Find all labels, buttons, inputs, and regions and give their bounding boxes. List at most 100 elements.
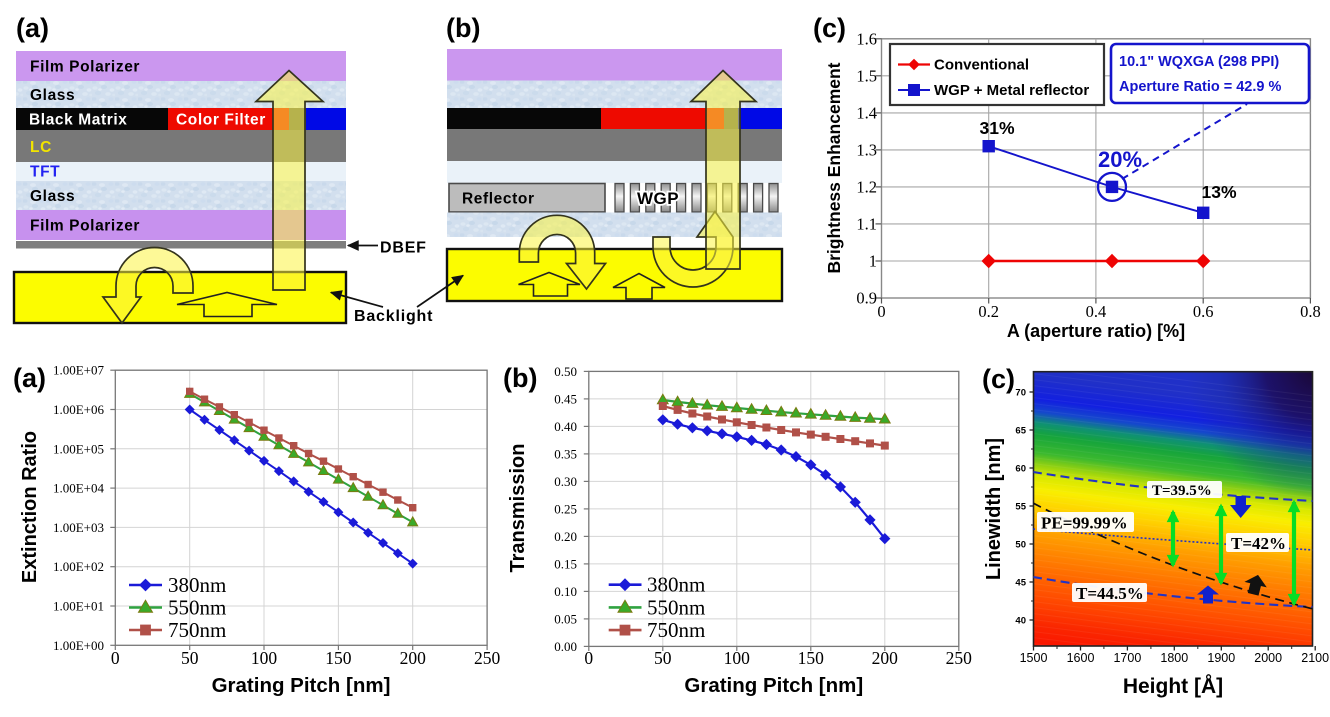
svg-text:Color Filter: Color Filter <box>176 112 266 129</box>
svg-text:200: 200 <box>400 648 427 668</box>
svg-text:65: 65 <box>1015 426 1026 437</box>
svg-text:PE=99.99%: PE=99.99% <box>1041 514 1128 533</box>
svg-text:Linewidth [nm]: Linewidth [nm] <box>983 438 1005 580</box>
svg-text:1.00E+05: 1.00E+05 <box>53 441 104 456</box>
svg-text:250: 250 <box>474 648 501 668</box>
svg-text:0.10: 0.10 <box>554 584 577 599</box>
svg-text:0: 0 <box>111 648 120 668</box>
svg-text:100: 100 <box>724 648 751 668</box>
svg-text:A (aperture ratio) [%]: A (aperture ratio) [%] <box>1007 321 1185 341</box>
svg-text:0.40: 0.40 <box>554 419 577 434</box>
svg-text:1.00E+03: 1.00E+03 <box>53 520 104 535</box>
svg-text:WGP + Metal reflector: WGP + Metal reflector <box>934 82 1089 99</box>
svg-text:T=39.5%: T=39.5% <box>1152 483 1212 499</box>
svg-text:31%: 31% <box>979 118 1014 138</box>
svg-text:0.8: 0.8 <box>1300 302 1321 321</box>
svg-text:50: 50 <box>1015 540 1026 551</box>
svg-text:20%: 20% <box>1098 147 1142 172</box>
svg-text:1.00E+04: 1.00E+04 <box>53 481 105 496</box>
svg-text:250: 250 <box>946 648 973 668</box>
svg-text:2100: 2100 <box>1301 651 1329 665</box>
svg-text:Glass: Glass <box>30 87 75 104</box>
svg-text:Glass: Glass <box>30 188 75 205</box>
svg-text:Grating Pitch [nm]: Grating Pitch [nm] <box>212 674 391 697</box>
svg-text:13%: 13% <box>1201 182 1236 202</box>
svg-text:Brightness Enhancement: Brightness Enhancement <box>824 62 844 273</box>
svg-text:0.6: 0.6 <box>1193 302 1214 321</box>
svg-text:40: 40 <box>1015 616 1026 627</box>
svg-text:0.30: 0.30 <box>554 474 577 489</box>
svg-text:2000: 2000 <box>1254 651 1282 665</box>
svg-text:(b): (b) <box>503 363 537 393</box>
svg-text:550nm: 550nm <box>168 596 226 620</box>
svg-text:550nm: 550nm <box>647 595 705 619</box>
svg-text:750nm: 750nm <box>647 618 705 642</box>
svg-text:Grating Pitch [nm]: Grating Pitch [nm] <box>684 674 863 697</box>
svg-text:Film Polarizer: Film Polarizer <box>30 218 140 235</box>
svg-text:70: 70 <box>1015 388 1026 399</box>
svg-text:Extinction Ratio: Extinction Ratio <box>19 431 41 583</box>
svg-text:45: 45 <box>1015 578 1026 589</box>
svg-text:0.2: 0.2 <box>978 302 999 321</box>
svg-text:0.05: 0.05 <box>554 611 577 626</box>
svg-text:100: 100 <box>251 648 278 668</box>
svg-text:10.1" WQXGA (298 PPI): 10.1" WQXGA (298 PPI) <box>1119 54 1279 70</box>
svg-text:1.6: 1.6 <box>856 29 877 48</box>
svg-text:0.25: 0.25 <box>554 501 577 516</box>
svg-text:(a): (a) <box>13 363 46 393</box>
svg-text:0.20: 0.20 <box>554 529 577 544</box>
svg-text:0.4: 0.4 <box>1086 302 1107 321</box>
svg-text:DBEF: DBEF <box>380 240 427 257</box>
svg-text:1.00E+06: 1.00E+06 <box>53 402 105 417</box>
svg-text:150: 150 <box>325 648 352 668</box>
svg-text:LC: LC <box>30 139 52 156</box>
svg-text:WGP: WGP <box>637 189 679 208</box>
svg-text:50: 50 <box>181 648 199 668</box>
svg-text:150: 150 <box>798 648 825 668</box>
svg-text:1.3: 1.3 <box>856 140 877 159</box>
svg-text:1.00E+00: 1.00E+00 <box>53 638 104 653</box>
svg-text:1.00E+02: 1.00E+02 <box>53 559 104 574</box>
svg-text:Backlight: Backlight <box>354 308 433 325</box>
svg-text:Aperture Ratio = 42.9 %: Aperture Ratio = 42.9 % <box>1119 79 1281 95</box>
svg-text:1: 1 <box>869 252 877 271</box>
svg-text:T=42%: T=42% <box>1231 534 1286 553</box>
svg-text:0.35: 0.35 <box>554 446 577 461</box>
svg-text:(a): (a) <box>16 13 49 43</box>
svg-text:Transmission: Transmission <box>507 444 529 573</box>
svg-text:200: 200 <box>872 648 899 668</box>
svg-text:(b): (b) <box>446 13 480 43</box>
svg-text:1900: 1900 <box>1207 651 1235 665</box>
svg-text:Black Matrix: Black Matrix <box>29 112 128 129</box>
svg-text:(c): (c) <box>982 364 1015 394</box>
svg-text:1800: 1800 <box>1160 651 1188 665</box>
svg-text:Reflector: Reflector <box>462 191 535 208</box>
svg-text:T=44.5%: T=44.5% <box>1076 584 1144 603</box>
svg-text:55: 55 <box>1015 502 1026 513</box>
svg-text:TFT: TFT <box>30 164 60 181</box>
svg-text:Conventional: Conventional <box>934 57 1029 74</box>
svg-text:0.45: 0.45 <box>554 391 577 406</box>
svg-text:1.00E+01: 1.00E+01 <box>53 599 104 614</box>
svg-text:Film Polarizer: Film Polarizer <box>30 59 140 76</box>
svg-text:1.00E+07: 1.00E+07 <box>53 363 105 378</box>
svg-text:750nm: 750nm <box>168 618 226 642</box>
svg-text:1700: 1700 <box>1113 651 1141 665</box>
svg-text:50: 50 <box>654 648 672 668</box>
svg-text:380nm: 380nm <box>647 573 705 597</box>
svg-text:0.50: 0.50 <box>554 364 577 379</box>
svg-text:1600: 1600 <box>1067 651 1095 665</box>
svg-text:0: 0 <box>584 648 593 668</box>
svg-text:0.00: 0.00 <box>554 639 577 654</box>
svg-text:60: 60 <box>1015 464 1026 475</box>
svg-text:0.15: 0.15 <box>554 556 577 571</box>
svg-text:0.9: 0.9 <box>856 289 877 308</box>
svg-text:1.2: 1.2 <box>856 177 877 196</box>
svg-text:1.5: 1.5 <box>856 66 877 85</box>
svg-text:1500: 1500 <box>1020 651 1048 665</box>
svg-text:1.1: 1.1 <box>856 214 877 233</box>
svg-text:0: 0 <box>877 302 885 321</box>
svg-text:380nm: 380nm <box>168 573 226 597</box>
svg-text:1.4: 1.4 <box>856 103 877 122</box>
svg-text:Height [Å]: Height [Å] <box>1123 674 1223 698</box>
